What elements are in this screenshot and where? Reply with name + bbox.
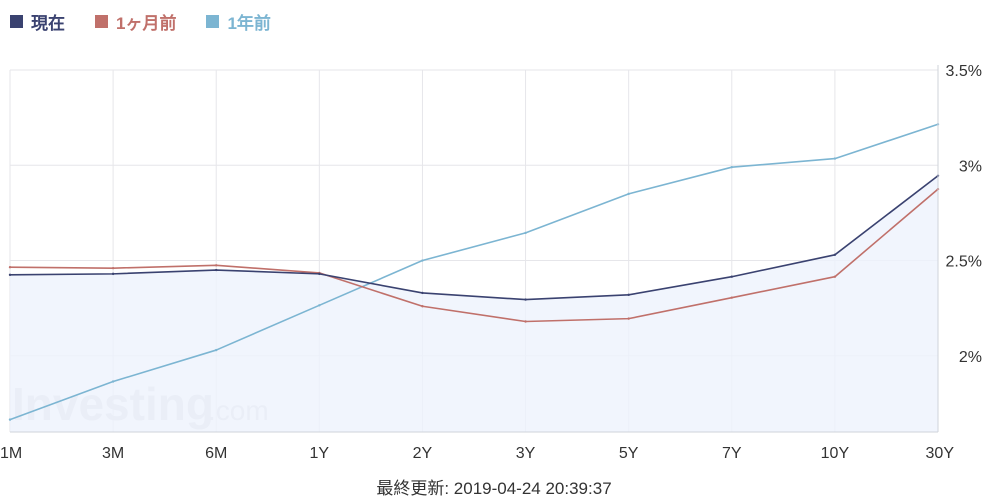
legend-item-1[interactable]: 1ヶ月前 xyxy=(95,9,176,34)
y-tick-label: 2.5% xyxy=(946,254,982,271)
series-line-2 xyxy=(9,123,939,421)
data-point xyxy=(111,272,115,276)
data-point xyxy=(730,296,733,299)
data-point xyxy=(627,317,630,320)
data-point xyxy=(215,264,218,267)
axes: 1M 3M 6M 1Y 2Y 3Y 5Y 7Y 10Y 30Y 2% 2.5% 3% 3.5% xyxy=(0,63,982,462)
data-point xyxy=(524,231,527,235)
last-updated: 最終更新: 2019-04-24 20:39:37 xyxy=(376,479,612,498)
series-line-1 xyxy=(9,188,939,323)
data-point xyxy=(421,291,424,295)
data-point xyxy=(627,192,630,196)
data-point xyxy=(730,275,733,278)
data-point xyxy=(318,272,321,276)
x-tick-label: 7Y xyxy=(722,445,742,462)
y-tick-label: 2% xyxy=(959,349,982,366)
data-point xyxy=(833,253,837,257)
legend-label: 1年前 xyxy=(227,13,271,33)
series-lines xyxy=(8,123,940,421)
legend-item-0[interactable]: 現在 xyxy=(10,9,65,34)
x-tick-label: 5Y xyxy=(619,445,639,462)
series-line-0 xyxy=(9,175,939,301)
x-tick-label: 3Y xyxy=(516,445,536,462)
x-tick-label: 10Y xyxy=(821,445,850,462)
x-tick-label: 3M xyxy=(102,445,124,462)
data-point xyxy=(8,418,12,421)
x-tick-label: 2Y xyxy=(413,445,433,462)
data-point xyxy=(421,259,424,262)
data-point xyxy=(318,304,321,307)
x-tick-label: 1Y xyxy=(310,445,330,462)
y-tick-label: 3% xyxy=(959,158,982,175)
y-tick-label: 3.5% xyxy=(946,63,982,80)
data-point xyxy=(8,265,12,269)
chart-legend: 現在 1ヶ月前 1年前 xyxy=(10,8,301,34)
chart: Investing .com 1M3M6M1Y2Y3Y5Y7Y10Y30Y2%2… xyxy=(0,63,982,462)
area-fill xyxy=(10,175,938,432)
data-point xyxy=(421,305,424,308)
data-point xyxy=(524,320,527,323)
data-point xyxy=(215,348,218,352)
data-point xyxy=(524,298,527,301)
x-tick-label: 30Y xyxy=(926,445,955,462)
area-fill-current xyxy=(10,175,938,432)
data-point xyxy=(730,165,733,169)
legend-swatch xyxy=(95,14,108,28)
x-tick-label: 1M xyxy=(0,445,22,462)
data-point xyxy=(833,157,837,160)
legend-label: 現在 xyxy=(31,13,65,33)
legend-label: 1ヶ月前 xyxy=(116,13,177,33)
data-point xyxy=(8,273,12,277)
data-point xyxy=(627,293,630,297)
legend-swatch xyxy=(206,14,220,28)
data-point xyxy=(111,266,115,270)
x-tick-label: 6M xyxy=(205,445,227,462)
data-point xyxy=(111,380,115,383)
legend-swatch xyxy=(10,14,23,28)
data-point xyxy=(215,268,218,272)
legend-item-2[interactable]: 1年前 xyxy=(206,9,271,34)
data-point xyxy=(833,275,837,278)
